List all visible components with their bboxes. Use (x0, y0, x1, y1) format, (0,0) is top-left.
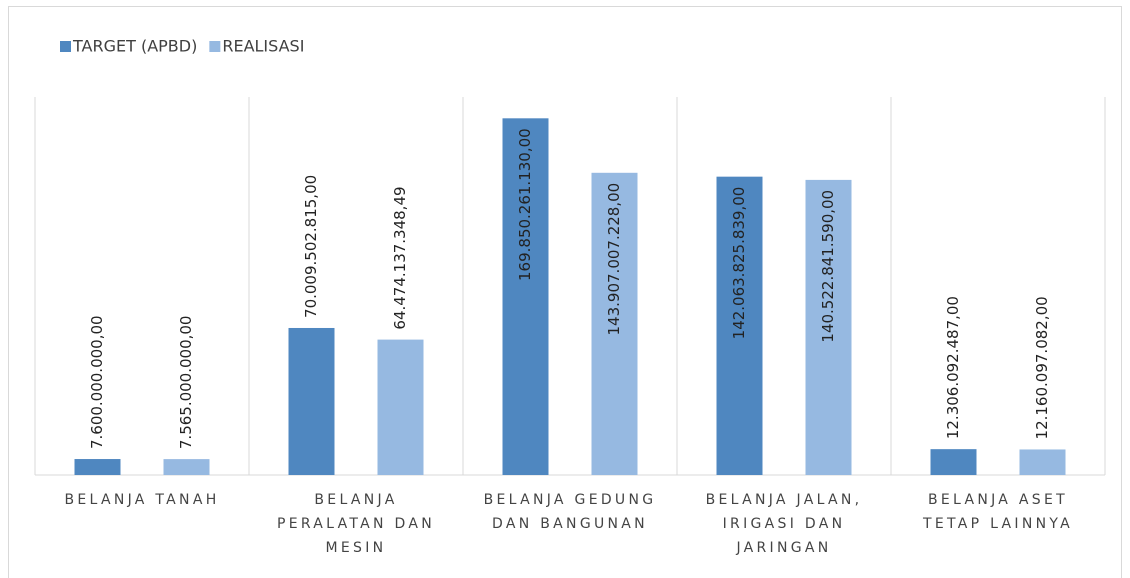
legend-swatch (209, 41, 221, 52)
bar (288, 327, 335, 475)
bar (163, 459, 210, 475)
x-tick-label: BELANJA GEDUNG DAN BANGUNAN (483, 492, 657, 532)
x-tick-label: BELANJA TANAH (64, 492, 220, 508)
data-label: 64.474.137.348,49 (391, 186, 409, 329)
legend-swatch (60, 41, 71, 52)
data-label: 142.063.825.839,00 (730, 187, 748, 340)
data-label: 143.907.007.228,00 (605, 183, 623, 336)
bar (716, 176, 763, 476)
chart-border (8, 6, 1122, 578)
x-tick-label: BELANJA PERALATAN DAN MESIN (276, 492, 436, 556)
legend-label: REALISASI (222, 37, 304, 56)
bar (1019, 449, 1066, 475)
x-tick-label: BELANJA ASET TETAP LAINNYA (922, 492, 1074, 532)
bar (502, 118, 549, 475)
bar (930, 449, 977, 475)
data-label: 70.009.502.815,00 (302, 175, 320, 318)
data-label: 7.600.000.000,00 (88, 315, 106, 449)
bar (805, 179, 852, 475)
legend-label: TARGET (APBD) (72, 37, 197, 56)
bar (377, 339, 424, 475)
data-label: 169.850.261.130,00 (516, 128, 534, 281)
x-tick-label: BELANJA JALAN, IRIGASI DAN JARINGAN (705, 492, 863, 556)
data-label: 12.160.097.082,00 (1033, 296, 1051, 439)
data-label: 12.306.092.487,00 (944, 296, 962, 439)
data-label: 140.522.841.590,00 (819, 190, 837, 343)
bar (74, 459, 121, 475)
data-label: 7.565.000.000,00 (177, 316, 195, 450)
bar (591, 172, 638, 475)
